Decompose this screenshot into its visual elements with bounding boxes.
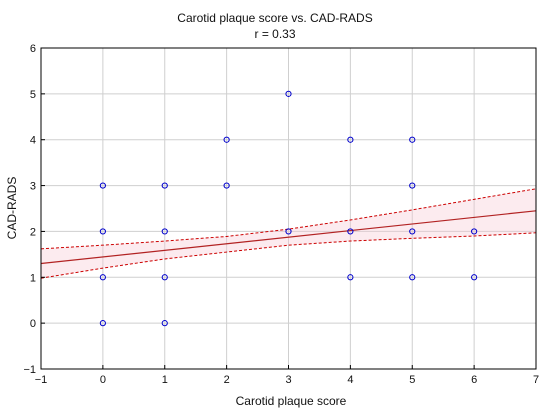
data-point — [409, 136, 416, 143]
regression-lines — [40, 188, 537, 279]
data-point — [471, 274, 478, 281]
y-tick-label: 5 — [30, 89, 36, 101]
x-tick-label: 2 — [224, 374, 230, 386]
y-tick-label: 0 — [30, 318, 36, 330]
y-tick-label: 2 — [30, 226, 36, 238]
chart-title: Carotid plaque score vs. CAD-RADS — [177, 11, 372, 25]
data-point — [99, 182, 106, 189]
x-tick-label: 7 — [533, 374, 539, 386]
data-point — [347, 228, 354, 235]
y-tick-label: 6 — [30, 43, 36, 55]
confidence-band-fill — [41, 188, 536, 279]
data-point — [99, 320, 106, 327]
data-point — [223, 136, 230, 143]
data-point — [161, 320, 168, 327]
y-tick-label: −1 — [23, 364, 36, 376]
confidence-band — [41, 188, 536, 279]
data-point — [347, 274, 354, 281]
data-point — [161, 228, 168, 235]
y-ticks: −1 0 1 2 3 4 5 6 — [23, 43, 45, 376]
data-point — [409, 182, 416, 189]
data-point — [285, 90, 292, 97]
data-point — [471, 228, 478, 235]
x-tick-label: 5 — [409, 374, 415, 386]
chart-subtitle: r = 0.33 — [254, 27, 295, 41]
x-tick-label: 1 — [162, 374, 168, 386]
x-tick-label: 0 — [100, 374, 106, 386]
data-point — [285, 228, 292, 235]
ci-upper-line — [40, 188, 537, 250]
x-tick-label: 3 — [285, 374, 291, 386]
y-tick-label: 3 — [30, 181, 36, 193]
data-point — [161, 182, 168, 189]
regression-line — [40, 210, 537, 265]
x-ticks: −1 0 1 2 3 4 5 6 7 — [35, 365, 539, 386]
x-axis-label: Carotid plaque score — [236, 394, 347, 408]
y-tick-label: 1 — [30, 272, 36, 284]
data-point — [223, 182, 230, 189]
data-point — [99, 274, 106, 281]
data-point — [347, 136, 354, 143]
x-tick-label: 4 — [347, 374, 353, 386]
x-tick-label: 6 — [471, 374, 477, 386]
x-tick-label: −1 — [35, 374, 48, 386]
y-tick-label: 4 — [30, 135, 36, 147]
data-point — [161, 274, 168, 281]
data-point — [409, 228, 416, 235]
y-axis-label: CAD-RADS — [5, 177, 19, 240]
data-points — [99, 90, 478, 327]
data-point — [409, 274, 416, 281]
data-point — [99, 228, 106, 235]
